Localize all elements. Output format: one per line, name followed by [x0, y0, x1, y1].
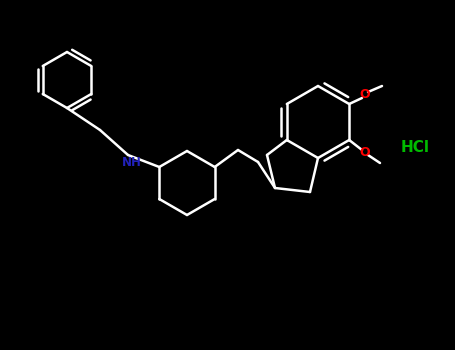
Text: O: O	[360, 147, 370, 160]
Text: HCl: HCl	[400, 140, 430, 155]
Text: O: O	[360, 89, 370, 101]
Text: NH: NH	[122, 155, 142, 168]
